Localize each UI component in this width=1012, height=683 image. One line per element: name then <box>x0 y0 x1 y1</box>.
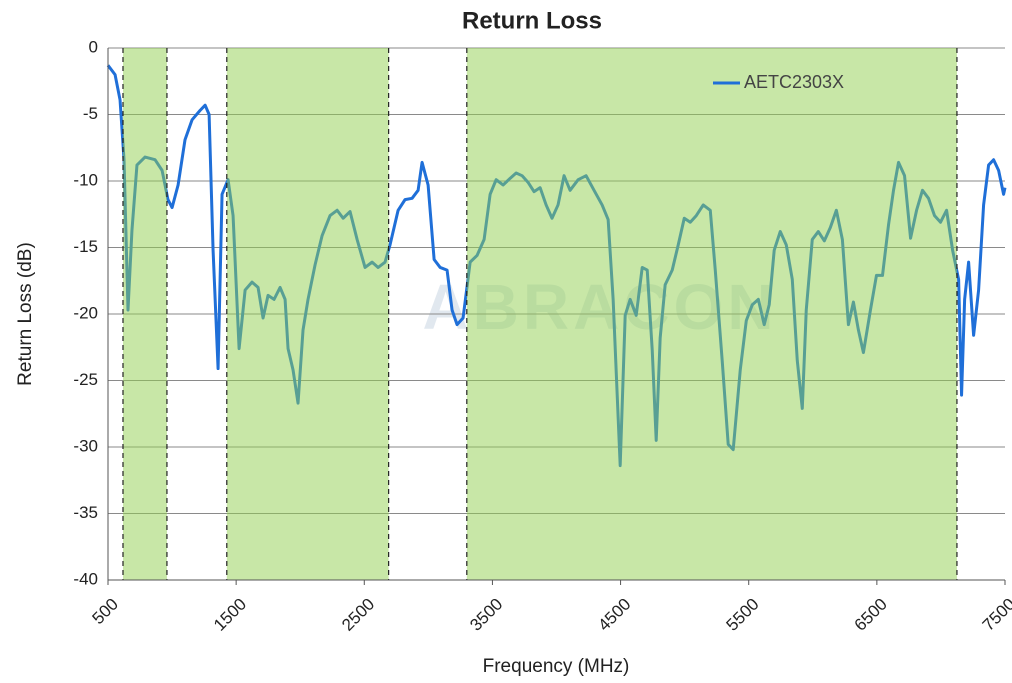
chart-title: Return Loss <box>462 7 602 34</box>
x-tick-label: 4500 <box>594 595 634 635</box>
x-tick-label: 5500 <box>723 595 763 635</box>
y-tick-label: -15 <box>73 237 98 256</box>
x-tick-label: 7500 <box>979 595 1012 635</box>
y-tick-label: -40 <box>73 569 98 588</box>
y-tick-label: -25 <box>73 370 98 389</box>
band <box>226 48 389 580</box>
y-tick-label: -20 <box>73 303 98 322</box>
x-tick-label: 2500 <box>338 595 378 635</box>
x-tick-label: 3500 <box>466 595 506 635</box>
x-tick-label: 500 <box>89 595 122 628</box>
x-tick-label: 1500 <box>210 595 250 635</box>
y-tick-label: -35 <box>73 503 98 522</box>
y-axis-label: Return Loss (dB) <box>15 242 36 386</box>
y-tick-label: -5 <box>83 104 98 123</box>
band <box>122 48 167 580</box>
band <box>466 48 957 580</box>
x-axis-label: Frequency (MHz) <box>483 656 630 677</box>
y-tick-label: -10 <box>73 170 98 189</box>
legend-label: AETC2303X <box>744 72 844 92</box>
y-tick-label: -30 <box>73 436 98 455</box>
y-tick-label: 0 <box>89 37 98 56</box>
x-tick-label: 6500 <box>851 595 891 635</box>
